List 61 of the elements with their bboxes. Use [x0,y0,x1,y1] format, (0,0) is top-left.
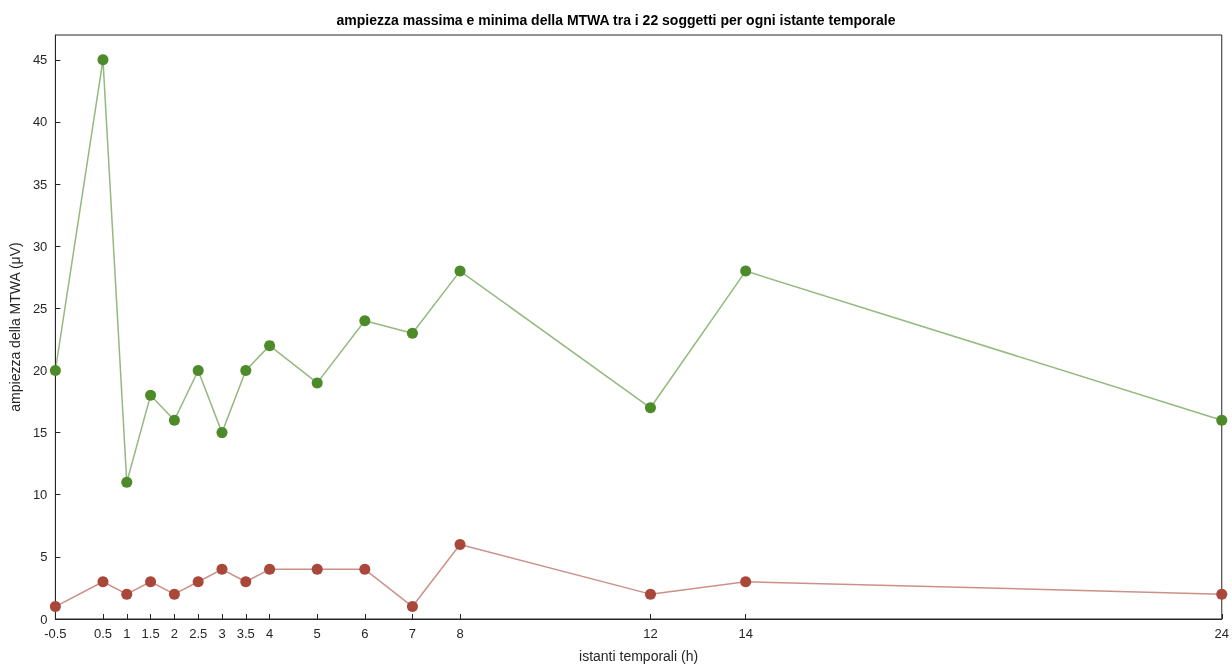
x-tick-label: 1 [123,626,131,641]
point [240,576,252,588]
point [644,402,656,414]
point [406,327,418,339]
y-tick-label: 25 [32,300,48,316]
point [49,601,61,613]
x-tick-label: 12 [643,626,658,641]
x-tick-label: 14 [738,626,753,641]
x-tick-label: 2 [170,626,178,641]
point [454,538,466,550]
point [121,476,133,488]
point [216,563,228,575]
x-tick-label: -0.5 [44,626,67,641]
x-tick-label: 2.5 [189,626,208,641]
y-tick-label: 5 [40,549,48,565]
point [168,414,180,426]
y-tick-label: 40 [32,114,48,130]
point [97,54,109,66]
point [168,588,180,600]
point [1216,414,1228,426]
x-tick-label: 5 [313,626,321,641]
point [1216,588,1228,600]
point [240,364,252,376]
y-tick-label: 30 [32,238,48,254]
y-tick-label: 35 [32,176,48,192]
point [311,563,323,575]
y-tick-label: 10 [32,487,48,503]
point [740,265,752,277]
point [192,576,204,588]
point [454,265,466,277]
y-tick-label: 15 [32,425,48,441]
x-tick-label: 24 [1214,626,1229,641]
y-tick-label: 20 [32,362,48,378]
point [264,563,276,575]
point [216,427,228,439]
point [97,576,109,588]
point [359,315,371,327]
x-tick-label: 3 [218,626,226,641]
y-axis-title: ampiezza della MTWA (μV) [7,242,23,412]
point [145,389,157,401]
point [192,364,204,376]
chart-title: ampiezza massima e minima della MTWA tra i 22 soggetti per ogni istante temporale [336,12,896,28]
point [49,364,61,376]
point [264,340,276,352]
x-tick-label: 0.5 [93,626,113,641]
y-tick-label: 45 [32,52,48,68]
x-tick-label: 7 [408,626,417,641]
point [145,576,157,588]
point [121,588,133,600]
point [311,377,323,389]
point [740,576,752,588]
point [359,563,371,575]
x-tick-label: 3.5 [236,626,255,641]
x-tick-label: 1.5 [141,626,160,641]
x-tick-label: 8 [456,626,464,641]
y-tick-label: 0 [40,611,48,627]
point [644,588,656,600]
x-tick-label: 4 [265,626,274,641]
x-tick-label: 6 [361,626,369,641]
x-axis-title: istanti temporali (h) [579,648,699,664]
point [406,601,418,613]
